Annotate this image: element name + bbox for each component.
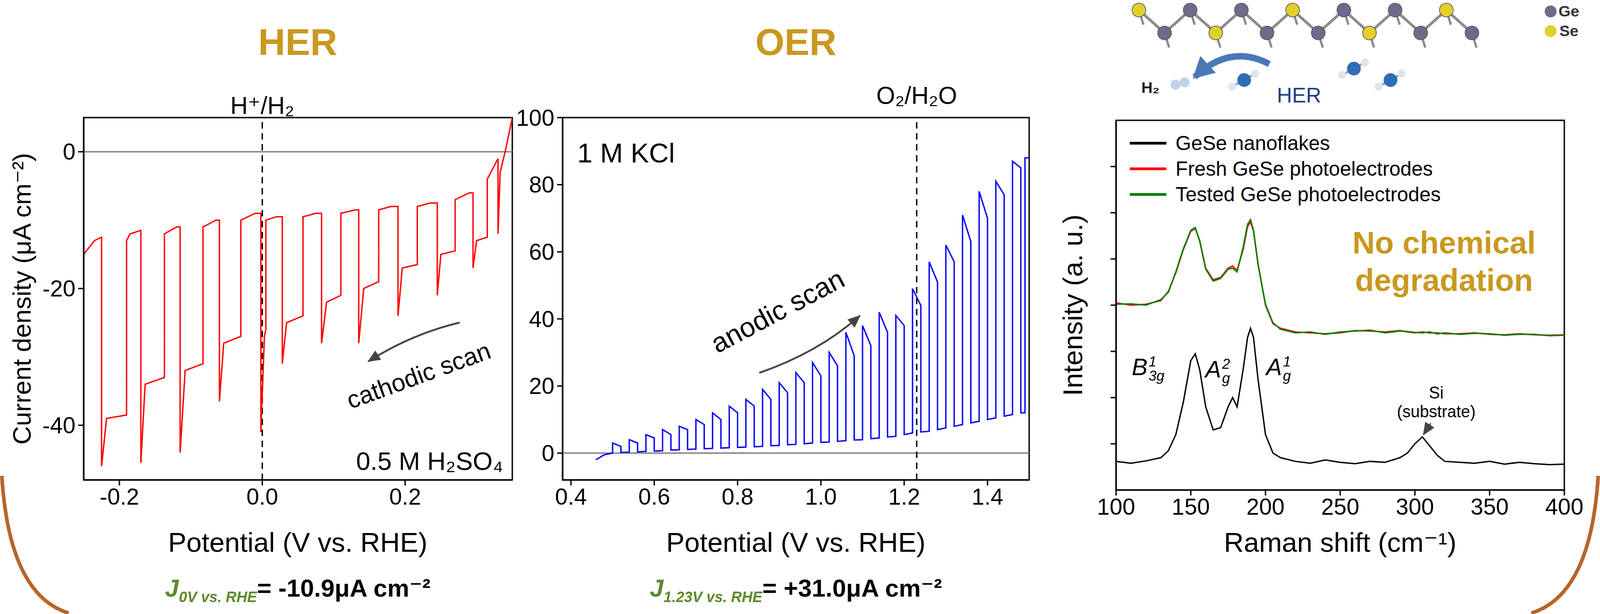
html-text:3g: 3g: [1148, 367, 1165, 384]
svg-text:1.2: 1.2: [888, 483, 921, 510]
svg-text:0.4: 0.4: [554, 483, 587, 510]
html-text:Tested GeSe photoelectrodes: Tested GeSe photoelectrodes: [1175, 182, 1441, 206]
html-text:Potential (V vs. RHE): Potential (V vs. RHE): [666, 526, 926, 558]
svg-text:60: 60: [528, 239, 555, 265]
svg-text:100: 100: [516, 105, 555, 131]
html-text:(substrate): (substrate): [1396, 402, 1476, 421]
html-text:Current density (μA cm⁻²): Current density (μA cm⁻²): [7, 152, 37, 445]
html-text:J1.23V vs. RHE= +31.0μA cm⁻²: J1.23V vs. RHE= +31.0μA cm⁻²: [649, 574, 942, 606]
svg-text:-0.2: -0.2: [99, 483, 140, 510]
html-text:g: g: [1222, 370, 1230, 387]
html-text:Intensity (a. u.): Intensity (a. u.): [1057, 214, 1088, 396]
html-text:Se: Se: [1559, 22, 1579, 40]
html-text:GeSe nanoflakes: GeSe nanoflakes: [1175, 131, 1330, 155]
html-text:HER: HER: [258, 20, 338, 63]
html-text:A2: A2: [1205, 355, 1230, 383]
html-text:A1: A1: [1266, 353, 1291, 381]
svg-text:0: 0: [62, 139, 76, 165]
html-text:Potential (V vs. RHE): Potential (V vs. RHE): [168, 526, 428, 558]
svg-text:O₂/H₂O: O₂/H₂O: [876, 81, 958, 109]
html-text:B1: B1: [1131, 353, 1157, 381]
svg-text:1.4: 1.4: [971, 483, 1004, 510]
html-text:No chemical degradation: No chemical degradation: [1352, 225, 1536, 298]
svg-text:200: 200: [1246, 493, 1285, 520]
html-text:Fresh GeSe photoelectrodes: Fresh GeSe photoelectrodes: [1175, 157, 1433, 180]
html-text:anodic scan: anodic scan: [705, 263, 850, 359]
html-text:g: g: [1282, 367, 1291, 384]
svg-text:20: 20: [528, 373, 555, 399]
html-text:OER: OER: [755, 20, 837, 63]
svg-text:350: 350: [1470, 493, 1509, 520]
svg-text:0.8: 0.8: [721, 483, 754, 510]
html-text:1 M KCl: 1 M KCl: [577, 137, 675, 169]
html-text:cathodic scan: cathodic scan: [342, 336, 495, 414]
svg-text:-20: -20: [42, 275, 76, 302]
svg-text:H⁺/H₂: H⁺/H₂: [230, 91, 295, 119]
html-text:Si: Si: [1428, 383, 1444, 403]
svg-text:150: 150: [1171, 493, 1210, 520]
svg-text:80: 80: [528, 171, 555, 198]
svg-text:1.0: 1.0: [805, 483, 838, 510]
html-text:HER: HER: [1276, 83, 1322, 107]
svg-text:-40: -40: [42, 412, 76, 439]
svg-text:100: 100: [1096, 493, 1135, 520]
svg-text:0.6: 0.6: [638, 483, 671, 510]
svg-text:300: 300: [1395, 493, 1434, 520]
svg-text:40: 40: [528, 306, 555, 333]
html-text:Raman shift (cm⁻¹): Raman shift (cm⁻¹): [1223, 526, 1457, 558]
html-text:H₂: H₂: [1141, 78, 1160, 97]
svg-text:250: 250: [1320, 493, 1359, 520]
html-text:Ge: Ge: [1558, 2, 1580, 20]
html-text:0.5 M H₂SO₄: 0.5 M H₂SO₄: [356, 446, 504, 476]
svg-text:0.2: 0.2: [389, 483, 422, 510]
svg-text:400: 400: [1545, 493, 1584, 520]
svg-text:0: 0: [541, 440, 555, 467]
html-text:J0V vs. RHE= -10.9μA cm⁻²: J0V vs. RHE= -10.9μA cm⁻²: [165, 574, 431, 606]
svg-text:0.0: 0.0: [246, 483, 279, 510]
